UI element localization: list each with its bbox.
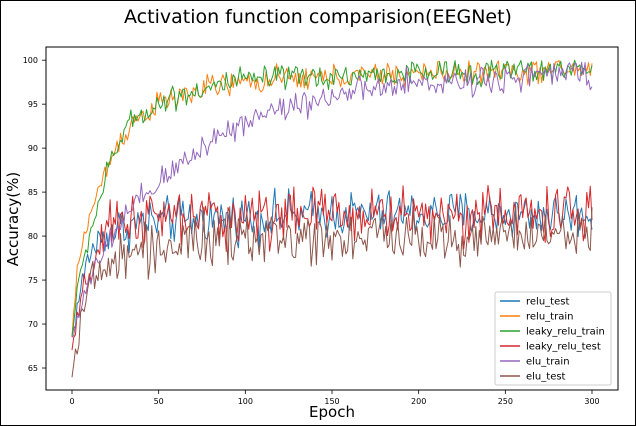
y-axis-label: Accuracy(%) [4, 172, 22, 266]
x-tick-label: 150 [324, 397, 339, 406]
legend-label-elu_train: elu_train [526, 357, 570, 368]
x-tick-label: 200 [411, 397, 426, 406]
y-tick-label: 90 [28, 144, 38, 153]
series-line-relu_test [71, 187, 593, 336]
legend-label-leaky_relu_train: leaky_relu_train [526, 327, 605, 338]
legend-label-leaky_relu_test: leaky_relu_test [526, 342, 601, 353]
x-tick-label: 0 [69, 397, 74, 406]
legend-label-relu_train: relu_train [526, 312, 573, 323]
plot-area: 0 50 100 150 200 250 300 65 70 75 80 85 90 95 100 [23, 46, 619, 406]
x-tick-label: 50 [154, 397, 164, 406]
y-tick-label: 75 [28, 276, 38, 285]
legend-label-relu_test: relu_test [526, 297, 569, 308]
x-axis-ticks: 0 50 100 150 200 250 300 [69, 390, 600, 406]
x-tick-label: 100 [238, 397, 253, 406]
legend-box [494, 291, 612, 386]
x-axis-label: Epoch [309, 403, 355, 421]
series-line-elu_train [71, 61, 593, 338]
series-line-leaky_relu_test [71, 184, 593, 351]
legend-label-elu_test: elu_test [526, 372, 566, 383]
series-line-elu_test [71, 205, 593, 378]
legend: relu_test relu_train leaky_relu_trainleaky… [494, 291, 612, 386]
series-layer [71, 59, 593, 378]
y-tick-label: 70 [28, 320, 38, 329]
y-tick-label: 100 [23, 56, 38, 65]
y-tick-label: 80 [28, 232, 38, 241]
y-tick-label: 85 [28, 188, 38, 197]
y-axis-ticks: 65 70 75 80 85 90 95 100 [23, 56, 46, 373]
x-tick-label: 250 [498, 397, 513, 406]
chart-title: Activation function comparision(EEGNet) [124, 6, 512, 28]
x-tick-label: 300 [584, 397, 599, 406]
y-tick-label: 95 [28, 100, 38, 109]
y-tick-label: 65 [28, 364, 38, 373]
